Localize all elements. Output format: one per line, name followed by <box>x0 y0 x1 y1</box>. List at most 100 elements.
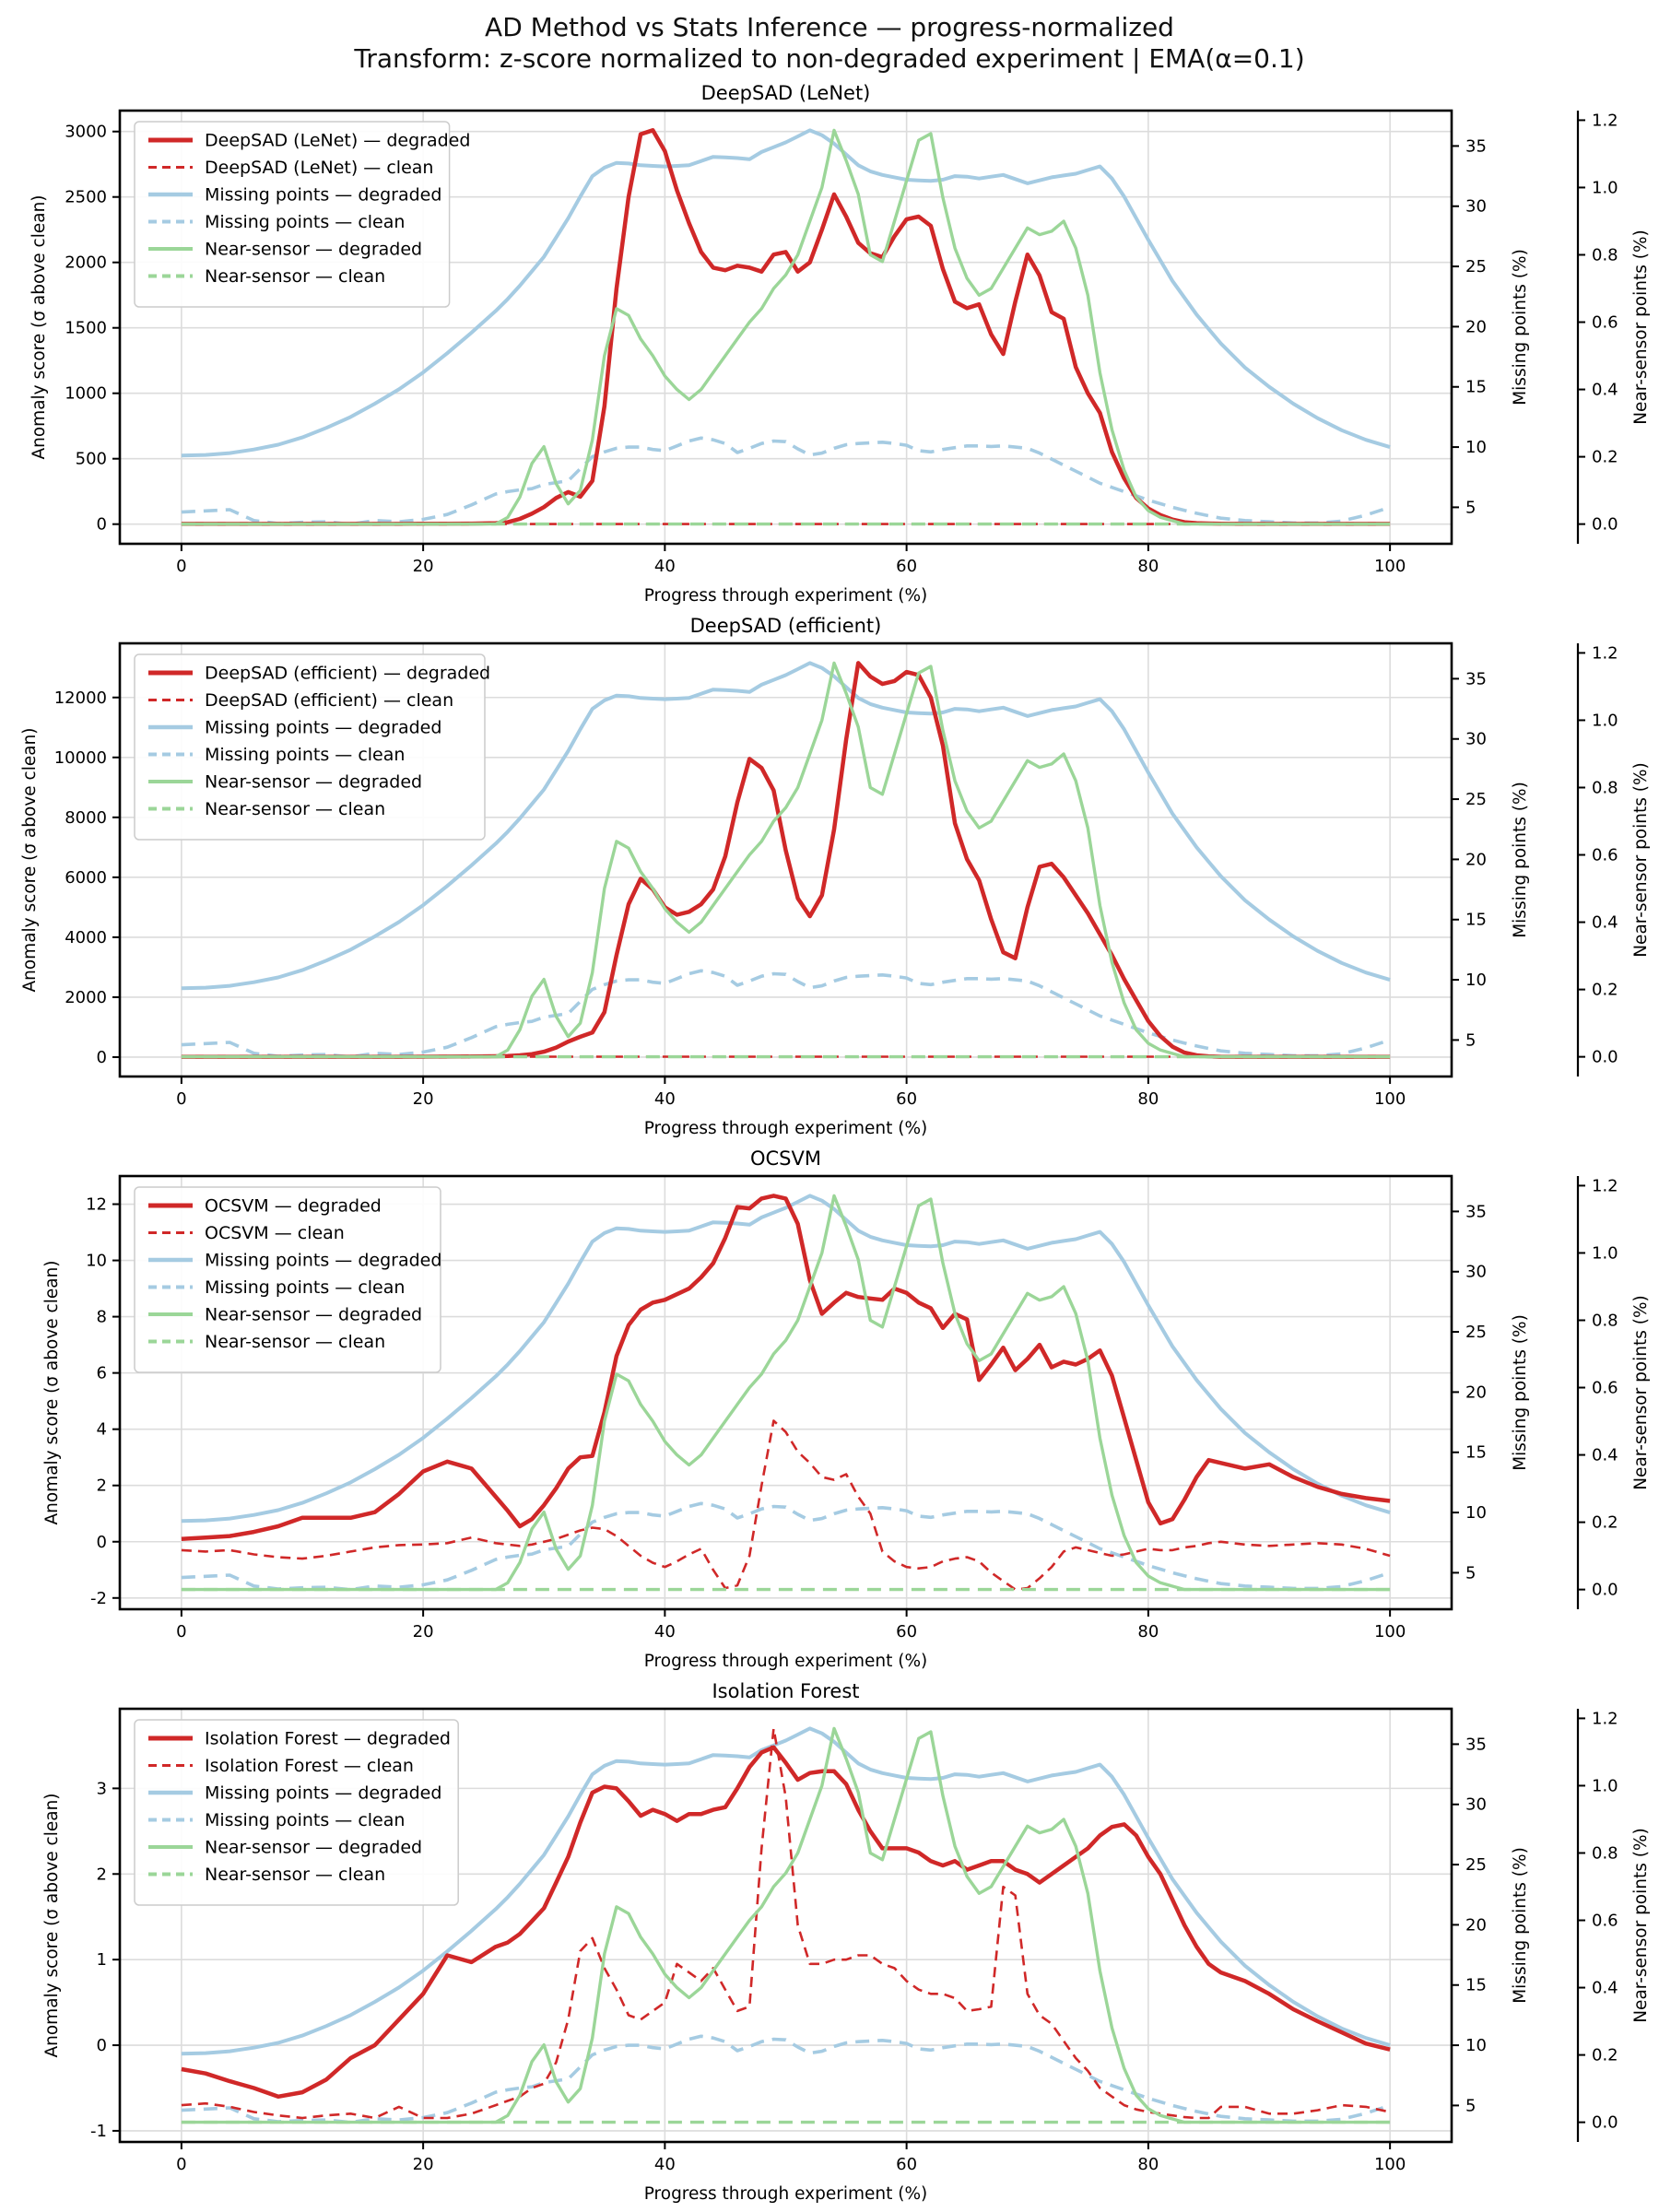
missing-degraded-line <box>181 661 1391 991</box>
y-axis-left: 0 2000 4000 6000 8000 10000 12000 Anomaly score… <box>20 688 120 1067</box>
legend-label: Near-sensor — degraded <box>205 772 422 793</box>
missing-tick-label: 25 <box>1465 1323 1487 1342</box>
missing-clean-line <box>181 1501 1391 1592</box>
y-tick-label: 4 <box>97 1420 107 1440</box>
near-tick-label: 0.8 <box>1592 1311 1618 1330</box>
missing-tick-label: 20 <box>1465 1382 1487 1402</box>
y-axis-right-near: 0.0 0.2 0.4 0.6 0.8 1.0 1.2 Near-sensor points … <box>1576 111 1651 544</box>
legend: DeepSAD (efficient) — degraded DeepSAD (e… <box>134 653 490 841</box>
subplot-title: DeepSAD (LeNet) <box>701 82 871 104</box>
x-tick-label: 60 <box>896 1622 917 1641</box>
y-axis-label-near: Near-sensor points (%) <box>1631 762 1651 958</box>
x-axis: 0 20 40 60 80 100 Progress through experiment … <box>176 1609 1406 1671</box>
near-tick-label: 0.0 <box>1592 2113 1618 2133</box>
missing-tick-label: 15 <box>1465 911 1487 930</box>
y-tick-label: 10 <box>86 1252 107 1271</box>
legend-label: OCSVM — degraded <box>205 1196 382 1217</box>
figure-title: AD Method vs Stats Inference — progress-… <box>485 12 1174 42</box>
near-tick-label: 0.8 <box>1592 245 1618 265</box>
legend-label: Near-sensor — clean <box>205 266 385 287</box>
legend-label: DeepSAD (efficient) — degraded <box>205 664 490 684</box>
y-axis-right-near: 0.0 0.2 0.4 0.6 0.8 1.0 1.2 Near-sensor points … <box>1576 1176 1651 1609</box>
x-tick-label: 60 <box>896 1089 917 1109</box>
near-tick-label: 0.8 <box>1592 778 1618 797</box>
missing-tick-label: 10 <box>1465 2036 1487 2055</box>
near-tick-label: 0.4 <box>1592 913 1618 933</box>
y-tick-label: 10000 <box>54 748 107 768</box>
x-tick-label: 80 <box>1137 557 1159 576</box>
x-tick-label: 20 <box>413 2155 434 2174</box>
legend: DeepSAD (LeNet) — degraded DeepSAD (LeNet… <box>134 121 470 308</box>
missing-tick-label: 35 <box>1465 136 1487 156</box>
missing-tick-label: 20 <box>1465 317 1487 336</box>
y-axis-label-near: Near-sensor points (%) <box>1631 229 1651 425</box>
missing-degraded-line <box>181 128 1391 458</box>
x-tick-label: 20 <box>413 557 434 576</box>
subplot-title: DeepSAD (efficient) <box>690 615 882 637</box>
near-tick-label: 0.6 <box>1592 1912 1618 1931</box>
y-tick-label: 500 <box>76 450 107 469</box>
y-tick-label: 2000 <box>65 253 107 273</box>
method-degraded-line <box>181 1194 1391 1541</box>
method-degraded-line <box>181 1745 1391 2100</box>
y-tick-label: 2000 <box>65 988 107 1007</box>
y-axis-label-left: Anomaly score (σ above clean) <box>42 1793 62 2057</box>
missing-tick-label: 35 <box>1465 1735 1487 1754</box>
x-tick-label: 100 <box>1374 2155 1406 2174</box>
y-axis-left: -2 0 2 4 6 8 10 12 Anomaly score (σ above clean) <box>42 1195 120 1608</box>
missing-tick-label: 20 <box>1465 850 1487 869</box>
legend-label: Near-sensor — clean <box>205 1332 385 1352</box>
y-axis-label-missing: Missing points (%) <box>1511 1847 1530 2004</box>
y-tick-label: 8000 <box>65 808 107 828</box>
x-tick-label: 60 <box>896 557 917 576</box>
legend-label: Isolation Forest — clean <box>205 1756 414 1776</box>
y-axis-label-missing: Missing points (%) <box>1511 249 1530 406</box>
legend-label: Missing points — clean <box>205 212 405 232</box>
missing-tick-label: 15 <box>1465 1443 1487 1463</box>
x-tick-label: 80 <box>1137 2155 1159 2174</box>
legend-label: Missing points — clean <box>205 745 405 765</box>
x-axis-label: Progress through experiment (%) <box>644 1652 928 1671</box>
missing-tick-label: 25 <box>1465 790 1487 809</box>
x-tick-label: 0 <box>176 557 186 576</box>
y-tick-label: 0 <box>97 1048 107 1067</box>
near-tick-label: 0.4 <box>1592 381 1618 400</box>
missing-clean-line <box>181 969 1391 1059</box>
y-axis-right-missing: 5 10 15 20 25 30 35 Missing points (%) <box>1452 136 1530 517</box>
legend-label: Near-sensor — clean <box>205 799 385 819</box>
y-tick-label: 12000 <box>54 688 107 708</box>
near-tick-label: 0.8 <box>1592 1843 1618 1863</box>
missing-degraded-line <box>181 1194 1391 1524</box>
near-tick-label: 0.0 <box>1592 1581 1618 1600</box>
y-tick-label: 3000 <box>65 123 107 142</box>
legend-label: Missing points — clean <box>205 1277 405 1298</box>
missing-tick-label: 5 <box>1465 1030 1476 1050</box>
x-axis-label: Progress through experiment (%) <box>644 1119 928 1138</box>
x-axis: 0 20 40 60 80 100 Progress through experiment … <box>176 544 1406 606</box>
legend-label: DeepSAD (efficient) — clean <box>205 690 453 711</box>
missing-tick-label: 20 <box>1465 1915 1487 1935</box>
near-tick-label: 0.6 <box>1592 313 1618 333</box>
y-axis-label-left: Anomaly score (σ above clean) <box>20 727 40 992</box>
missing-tick-label: 5 <box>1465 2096 1476 2115</box>
missing-tick-label: 35 <box>1465 669 1487 688</box>
subplot-title: Isolation Forest <box>712 1680 859 1702</box>
missing-clean-line <box>181 2034 1391 2124</box>
missing-tick-label: 10 <box>1465 1503 1487 1523</box>
near-tick-label: 0.2 <box>1592 2046 1618 2065</box>
near-tick-label: 1.2 <box>1592 643 1618 663</box>
near-degraded-line <box>181 128 1391 526</box>
legend-label: Near-sensor — degraded <box>205 240 422 260</box>
missing-clean-line <box>181 436 1391 526</box>
x-tick-label: 0 <box>176 1622 186 1641</box>
x-tick-label: 80 <box>1137 1089 1159 1109</box>
missing-tick-label: 30 <box>1465 1263 1487 1282</box>
x-tick-label: 100 <box>1374 557 1406 576</box>
x-tick-label: 40 <box>654 557 676 576</box>
y-axis-right-missing: 5 10 15 20 25 30 35 Missing points (%) <box>1452 1202 1530 1583</box>
near-tick-label: 0.0 <box>1592 515 1618 535</box>
y-tick-label: 8 <box>97 1308 107 1327</box>
